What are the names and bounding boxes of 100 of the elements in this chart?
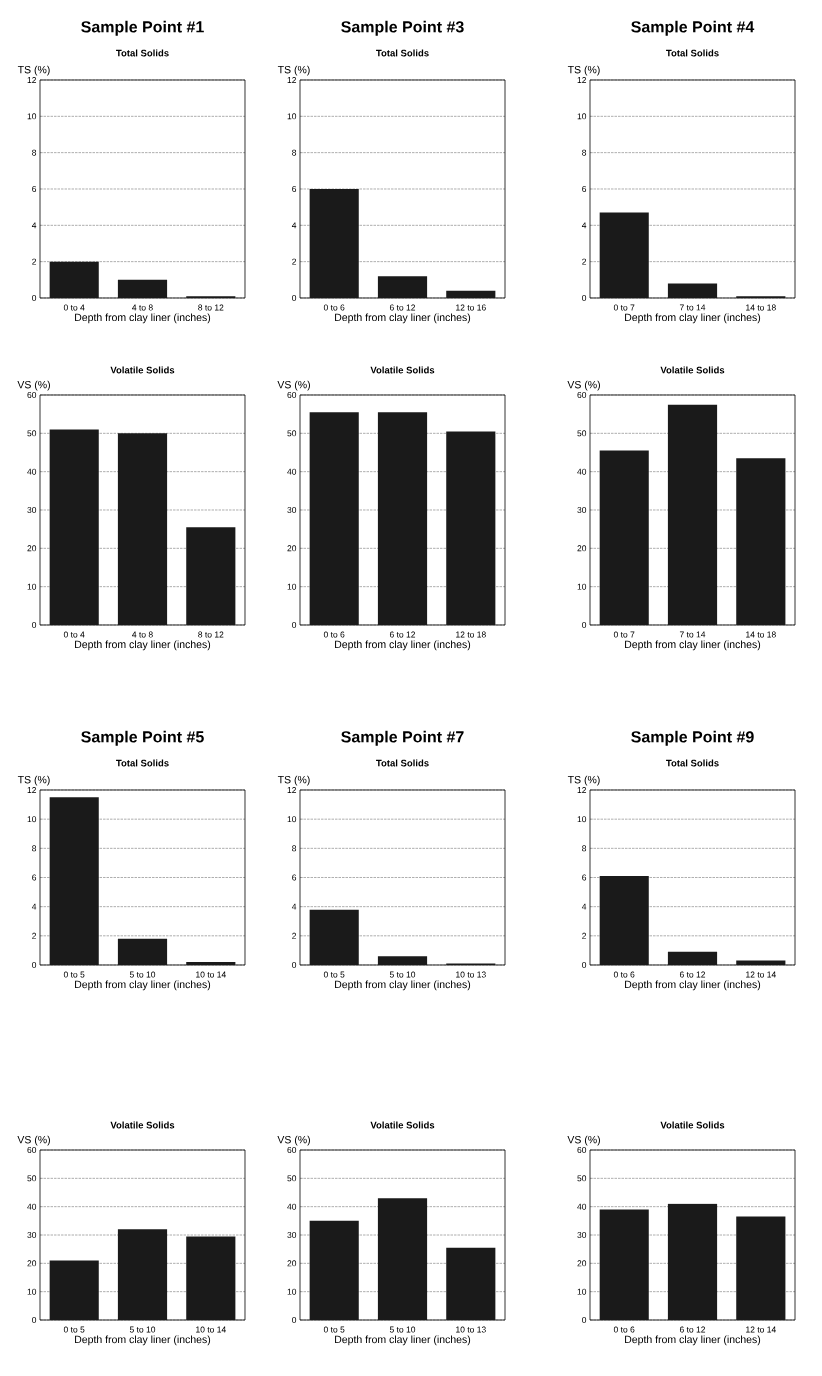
bar (667, 951, 718, 965)
chart-title: Sample Point #7 (341, 730, 464, 746)
chart-title: Sample Point #1 (81, 20, 204, 36)
y-axis-title: VS (%) (567, 1135, 600, 1146)
y-axis-title: TS (%) (567, 775, 600, 786)
bar (599, 212, 649, 298)
y-tick-label: 20 (27, 545, 37, 552)
x-tick-label: 0 to 6 (613, 971, 635, 978)
bar (309, 188, 359, 298)
y-tick-label: 10 (577, 816, 587, 823)
y-tick-label: 50 (27, 430, 37, 437)
y-axis-title: TS (%) (17, 775, 50, 786)
bar (117, 938, 168, 965)
y-tick-label: 0 (32, 1317, 37, 1323)
y-tick-label: 12 (27, 77, 37, 83)
y-tick-label: 10 (577, 583, 587, 590)
y-tick-label: 6 (582, 185, 587, 192)
y-tick-label: 2 (32, 258, 37, 265)
y-tick-label: 10 (577, 113, 587, 120)
chart-subtitle: Total Solids (666, 759, 719, 767)
x-tick-label: 5 to 10 (389, 1326, 416, 1333)
y-tick-label: 0 (32, 294, 37, 301)
y-tick-label: 4 (581, 222, 587, 229)
bar (186, 527, 236, 625)
y-axis-title: TS (%) (17, 65, 50, 76)
y-tick-label: 20 (577, 545, 587, 552)
y-tick-label: 60 (287, 1147, 297, 1154)
y-tick-label: 2 (292, 258, 297, 265)
y-axis-title: VS (%) (17, 380, 50, 391)
y-tick-label: 0 (32, 961, 37, 968)
y-tick-label: 2 (582, 932, 587, 939)
x-axis-title: Depth from clay liner (inches) (335, 980, 471, 991)
y-tick-label: 20 (27, 1260, 37, 1267)
y-tick-label: 8 (582, 149, 587, 156)
bar (309, 1220, 359, 1320)
x-axis-title: Depth from clay liner (inches) (75, 640, 211, 651)
x-tick-label: 5 to 10 (129, 971, 156, 978)
y-tick-label: 8 (292, 845, 297, 852)
y-tick-label: 60 (577, 1147, 587, 1154)
chart-title: Volatile Solids (370, 366, 435, 374)
x-tick-label: 10 to 13 (456, 971, 486, 978)
x-tick-label: 0 to 4 (63, 304, 85, 311)
bar (667, 404, 718, 625)
bar (117, 1229, 168, 1320)
y-tick-label: 0 (32, 621, 37, 628)
x-tick-label: 6 to 12 (679, 971, 706, 978)
bar (736, 960, 786, 965)
bar (377, 276, 428, 298)
bar (377, 1198, 428, 1320)
y-tick-label: 30 (27, 1232, 37, 1239)
x-tick-label: 0 to 4 (63, 631, 85, 638)
y-tick-label: 50 (27, 1175, 37, 1182)
y-tick-label: 40 (577, 1203, 587, 1210)
chart-title: Sample Point #9 (631, 730, 754, 746)
x-axis-title: Depth from clay liner (inches) (625, 980, 761, 991)
x-tick-label: 8 to 12 (198, 304, 224, 311)
x-tick-label: 5 to 10 (129, 1326, 156, 1333)
chart-title: Volatile Solids (110, 1121, 175, 1129)
chart-subtitle: Total Solids (376, 759, 429, 767)
y-tick-label: 20 (287, 1260, 297, 1267)
x-tick-label: 6 to 12 (389, 631, 416, 638)
chart-title: Volatile Solids (660, 366, 725, 374)
y-tick-label: 30 (287, 1232, 297, 1239)
x-axis-title: Depth from clay liner (inches) (75, 1335, 211, 1346)
bar (309, 909, 359, 965)
bar (446, 1247, 496, 1320)
bar (117, 433, 168, 625)
y-tick-label: 10 (287, 1288, 297, 1295)
x-tick-label: 14 to 18 (746, 304, 776, 311)
y-tick-label: 8 (32, 845, 37, 852)
y-tick-label: 60 (577, 391, 587, 398)
bar (49, 429, 99, 625)
bar (186, 1236, 236, 1320)
y-tick-label: 10 (287, 816, 297, 823)
y-tick-label: 10 (27, 816, 37, 823)
y-tick-label: 8 (32, 149, 37, 156)
x-axis-title: Depth from clay liner (inches) (625, 640, 761, 651)
y-tick-label: 2 (582, 258, 587, 265)
y-tick-label: 50 (577, 1175, 587, 1182)
y-tick-label: 4 (31, 222, 37, 229)
x-axis-title: Depth from clay liner (inches) (335, 640, 471, 651)
x-tick-label: 0 to 5 (323, 1326, 345, 1333)
y-axis-title: VS (%) (277, 380, 310, 391)
y-tick-label: 0 (292, 1317, 297, 1323)
chart-title: Volatile Solids (110, 366, 175, 374)
y-tick-label: 30 (577, 506, 587, 513)
y-tick-label: 4 (291, 903, 297, 910)
bar (49, 1260, 99, 1320)
y-tick-label: 10 (287, 583, 297, 590)
y-tick-label: 10 (577, 1288, 587, 1295)
y-tick-label: 50 (287, 430, 297, 437)
x-tick-label: 12 to 14 (746, 1326, 776, 1333)
bar (736, 1216, 786, 1320)
bar (186, 962, 236, 965)
x-tick-label: 8 to 12 (198, 631, 224, 638)
bar (599, 876, 649, 965)
chart-title: Volatile Solids (660, 1121, 725, 1129)
x-tick-label: 6 to 12 (679, 1326, 706, 1333)
chart-subtitle: Total Solids (376, 49, 429, 57)
y-tick-label: 4 (581, 903, 587, 910)
